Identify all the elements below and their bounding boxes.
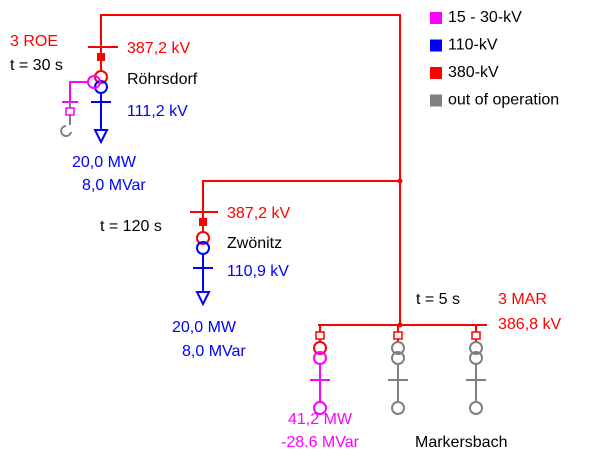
time: t = 5 s (416, 291, 460, 308)
breaker (199, 218, 207, 226)
line-380kv (100, 14, 401, 325)
legend: 15 - 30-kV 110-kV 380-kV out of operation (430, 9, 559, 109)
load (93, 129, 109, 145)
load-value: 20,0 MW (172, 319, 237, 336)
time: t = 120 s (100, 218, 162, 235)
junction (397, 178, 403, 184)
load-value: 20,0 MW (72, 154, 137, 171)
voltage: 386,8 kV (498, 316, 561, 333)
unit (310, 325, 330, 415)
voltage: 111,2 kV (127, 103, 188, 120)
feeder (69, 81, 88, 102)
legend-label: 380-kV (448, 64, 499, 81)
legend-label: 110-kV (448, 37, 498, 54)
load-value: 8,0 MVar (182, 343, 246, 360)
breaker (97, 53, 105, 61)
unit (388, 325, 408, 415)
breaker (65, 107, 75, 116)
voltage: 387,2 kV (227, 205, 290, 222)
legend-swatch (430, 12, 442, 24)
station-code: 3 ROE (10, 33, 58, 50)
legend-swatch (430, 39, 442, 52)
station-code: 3 MAR (498, 291, 547, 308)
generator (60, 125, 72, 137)
legend-swatch (430, 94, 442, 107)
generation-value: 41,2 MW (288, 411, 353, 428)
line-380kv (202, 180, 400, 212)
station-name: Markersbach (415, 434, 507, 451)
voltage: 387,2 kV (127, 40, 190, 57)
station-name: Röhrsdorf (127, 71, 198, 88)
legend-label: 15 - 30-kV (448, 9, 522, 26)
unit (466, 325, 486, 415)
legend-label: out of operation (448, 92, 559, 109)
transformer (196, 231, 210, 245)
legend-swatch (430, 67, 442, 79)
station-name: Zwönitz (227, 235, 282, 252)
generation-value: -28.6 MVar (281, 434, 360, 451)
voltage: 110,9 kV (227, 263, 289, 280)
load-value: 8,0 MVar (82, 177, 146, 194)
time: t = 30 s (10, 57, 63, 74)
load (195, 291, 211, 307)
